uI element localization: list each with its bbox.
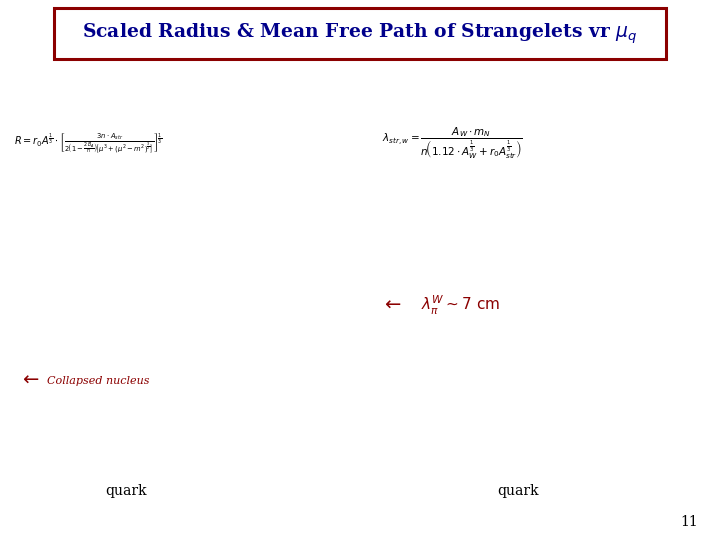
Text: ←: ← — [384, 295, 400, 315]
Text: Scaled Radius & Mean Free Path of Strangelets vr $\mu_q$: Scaled Radius & Mean Free Path of Strang… — [82, 21, 638, 46]
Text: ←: ← — [22, 371, 38, 390]
Text: 11: 11 — [680, 515, 698, 529]
FancyBboxPatch shape — [54, 8, 666, 59]
Text: $R = r_0 A^{\frac{1}{3}} \cdot \left[ \frac{3n \cdot A_{str}}{2\!\left(1 - \frac: $R = r_0 A^{\frac{1}{3}} \cdot \left[ \f… — [14, 131, 163, 155]
Text: quark: quark — [105, 484, 147, 498]
Text: $\lambda^W_\pi \sim 7\ \mathrm{cm}$: $\lambda^W_\pi \sim 7\ \mathrm{cm}$ — [421, 294, 500, 316]
Text: $\lambda_{str,w} = \dfrac{A_W \cdot m_N}{n\!\left(1.12 \cdot A_W^{\frac{1}{3}} +: $\lambda_{str,w} = \dfrac{A_W \cdot m_N}… — [382, 126, 523, 160]
Text: Collapsed nucleus: Collapsed nucleus — [47, 376, 149, 386]
Text: quark: quark — [498, 484, 539, 498]
